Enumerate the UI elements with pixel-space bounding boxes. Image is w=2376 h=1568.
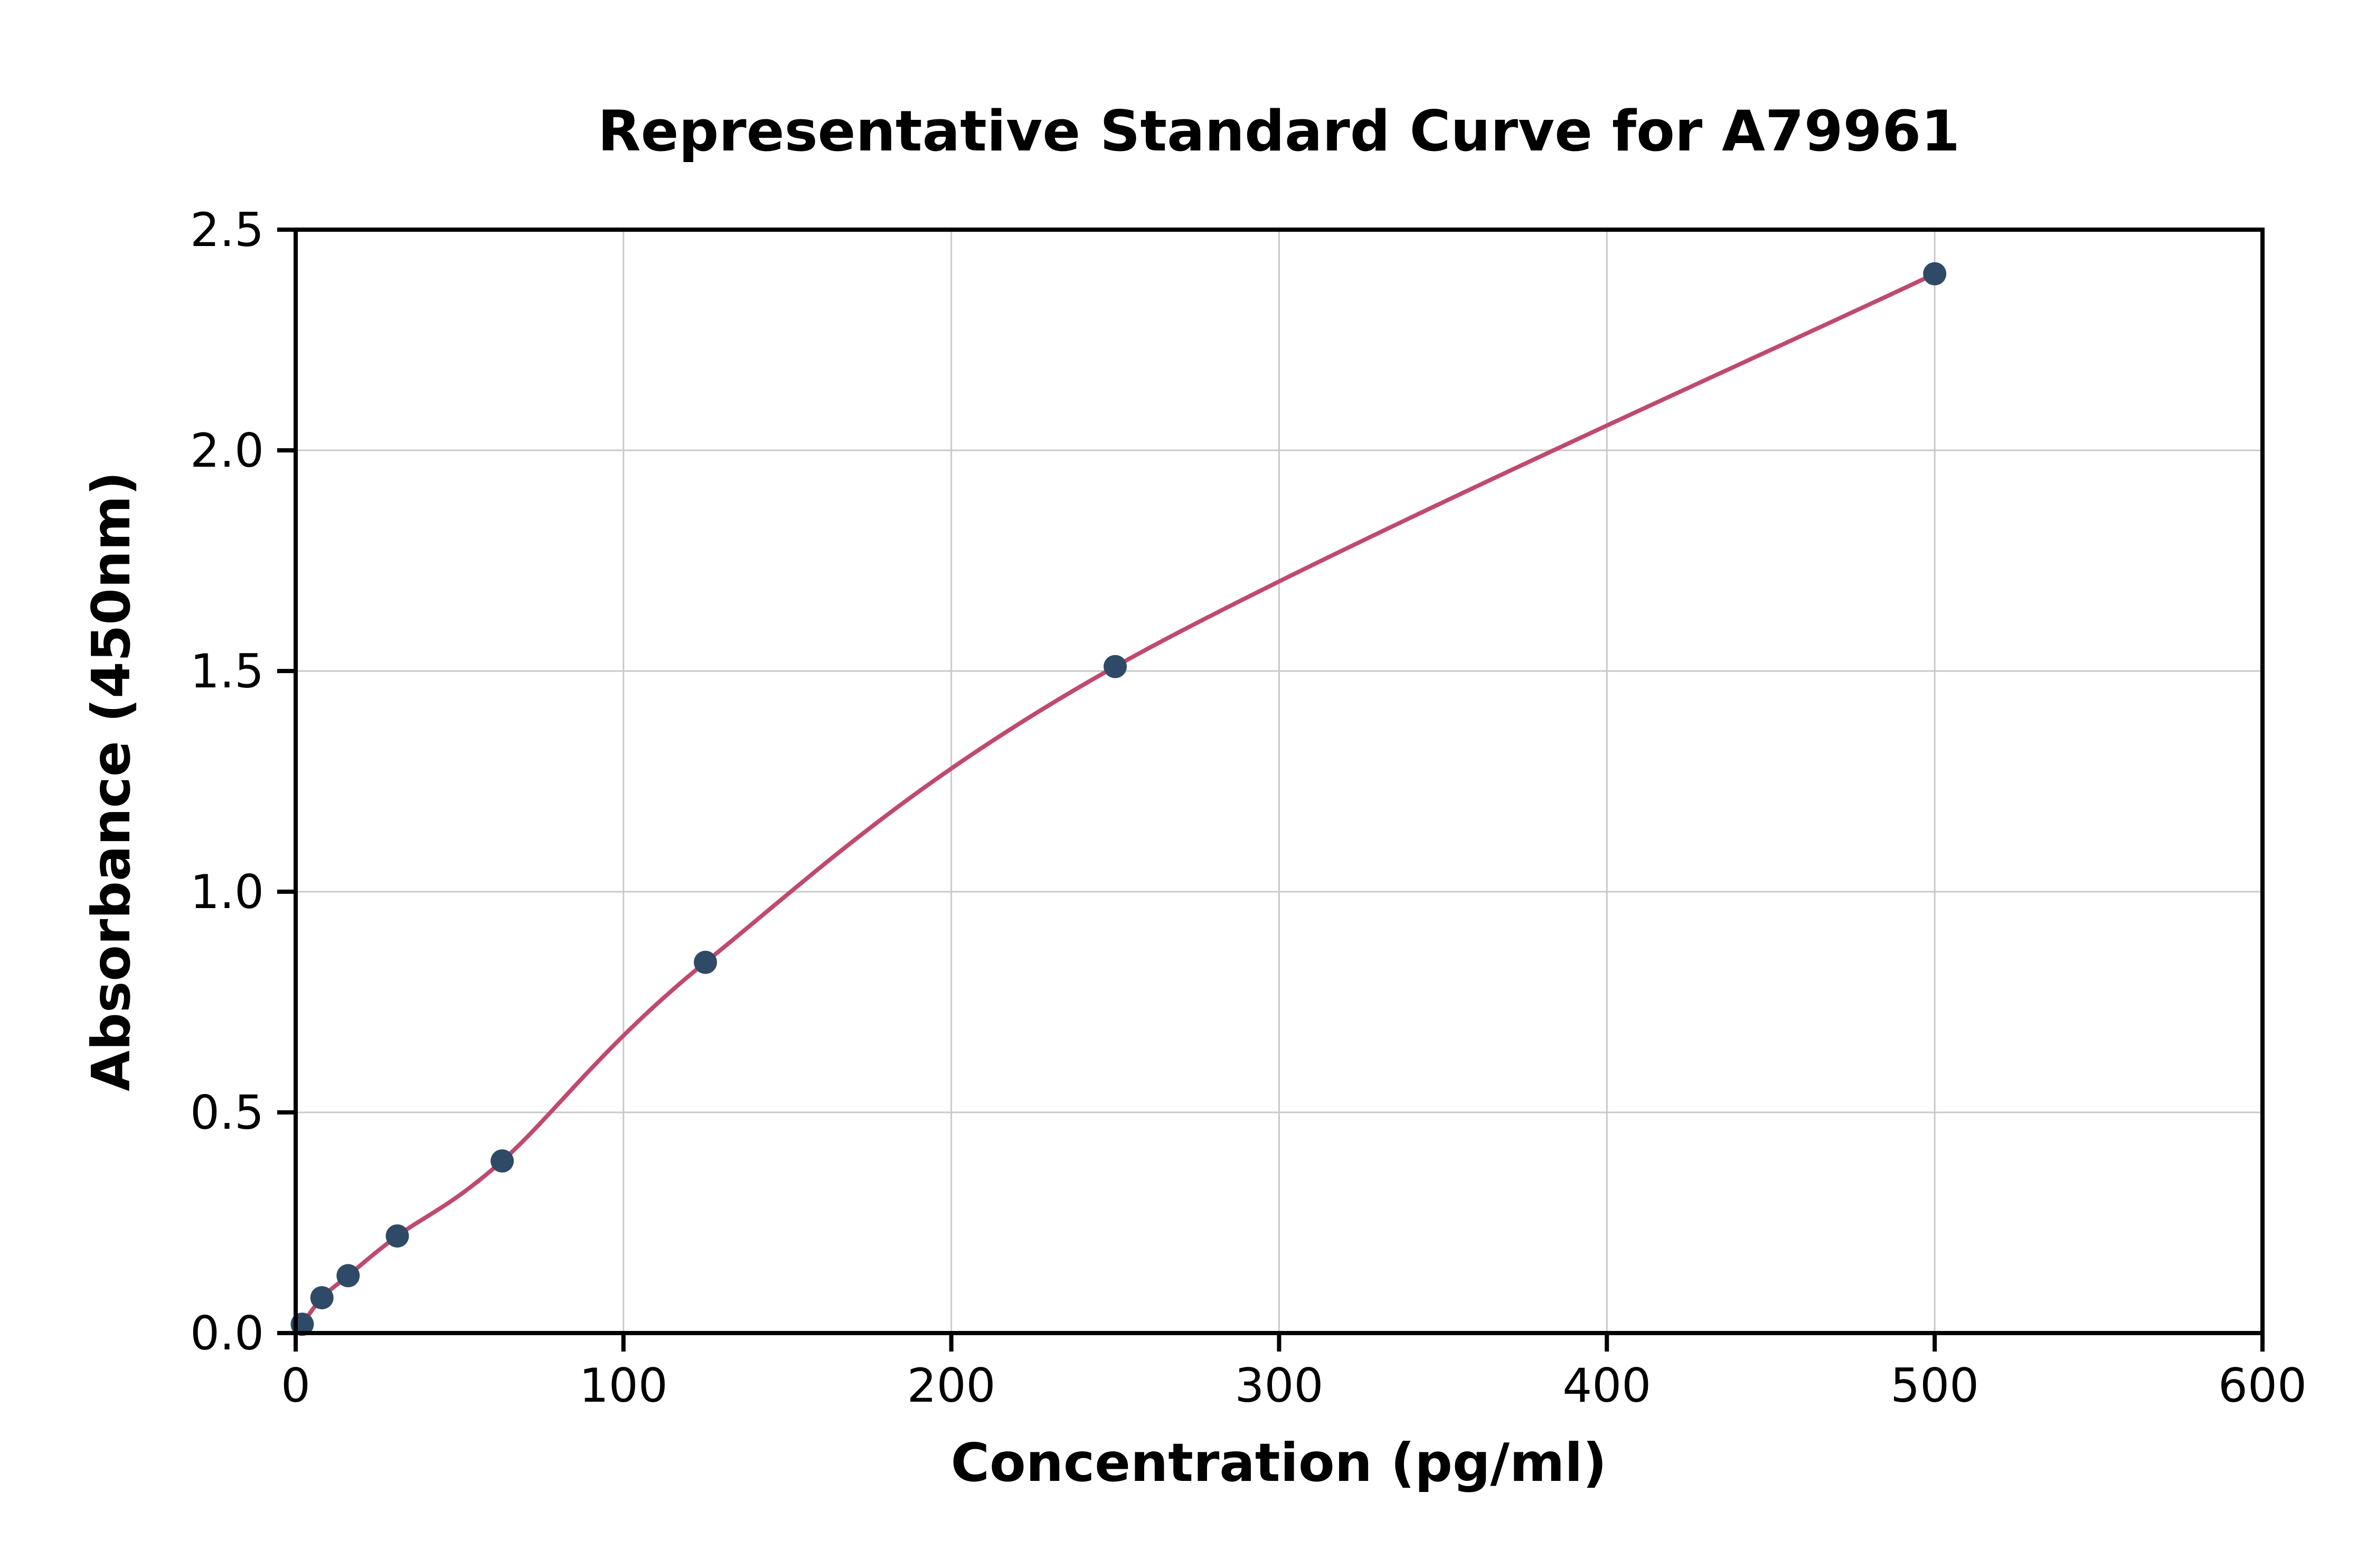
- x-tick-label: 400: [1562, 1358, 1651, 1413]
- data-point: [491, 1149, 514, 1173]
- data-point: [694, 950, 717, 974]
- x-tick-label: 0: [281, 1358, 310, 1413]
- data-point: [1104, 655, 1127, 678]
- x-tick-label: 300: [1235, 1358, 1324, 1413]
- grid-layer: [295, 229, 2264, 1334]
- x-tick-label: 600: [2218, 1358, 2307, 1413]
- chart-title: Representative Standard Curve for A79961: [598, 99, 1960, 164]
- plot-border: [294, 228, 2265, 1335]
- data-point: [385, 1224, 409, 1248]
- data-point: [1923, 262, 1947, 286]
- y-tick-label: 1.0: [190, 865, 264, 919]
- data-point: [336, 1264, 360, 1288]
- y-tick-label: 0.0: [190, 1306, 264, 1361]
- y-axis-label: Absorbance (450nm): [80, 471, 142, 1091]
- y-tick-label: 1.5: [190, 644, 264, 698]
- data-point: [310, 1286, 334, 1310]
- x-axis-label: Concentration (pg/ml): [951, 1432, 1607, 1494]
- fit-curve: [300, 271, 1937, 1327]
- tick-label-layer: 0 100 200 300 400 500 600 0.0 0.5 1.0 1.5 2.0 2.5: [190, 203, 2307, 1413]
- series-layer: [290, 262, 1947, 1336]
- y-tick-label: 2.5: [190, 203, 264, 257]
- y-tick-label: 2.0: [190, 423, 264, 478]
- x-tick-label: 100: [579, 1358, 668, 1413]
- x-tick-label: 500: [1890, 1358, 1979, 1413]
- x-tick-label: 200: [907, 1358, 996, 1413]
- y-tick-label: 0.5: [190, 1085, 264, 1140]
- tick-layer: [277, 228, 2265, 1352]
